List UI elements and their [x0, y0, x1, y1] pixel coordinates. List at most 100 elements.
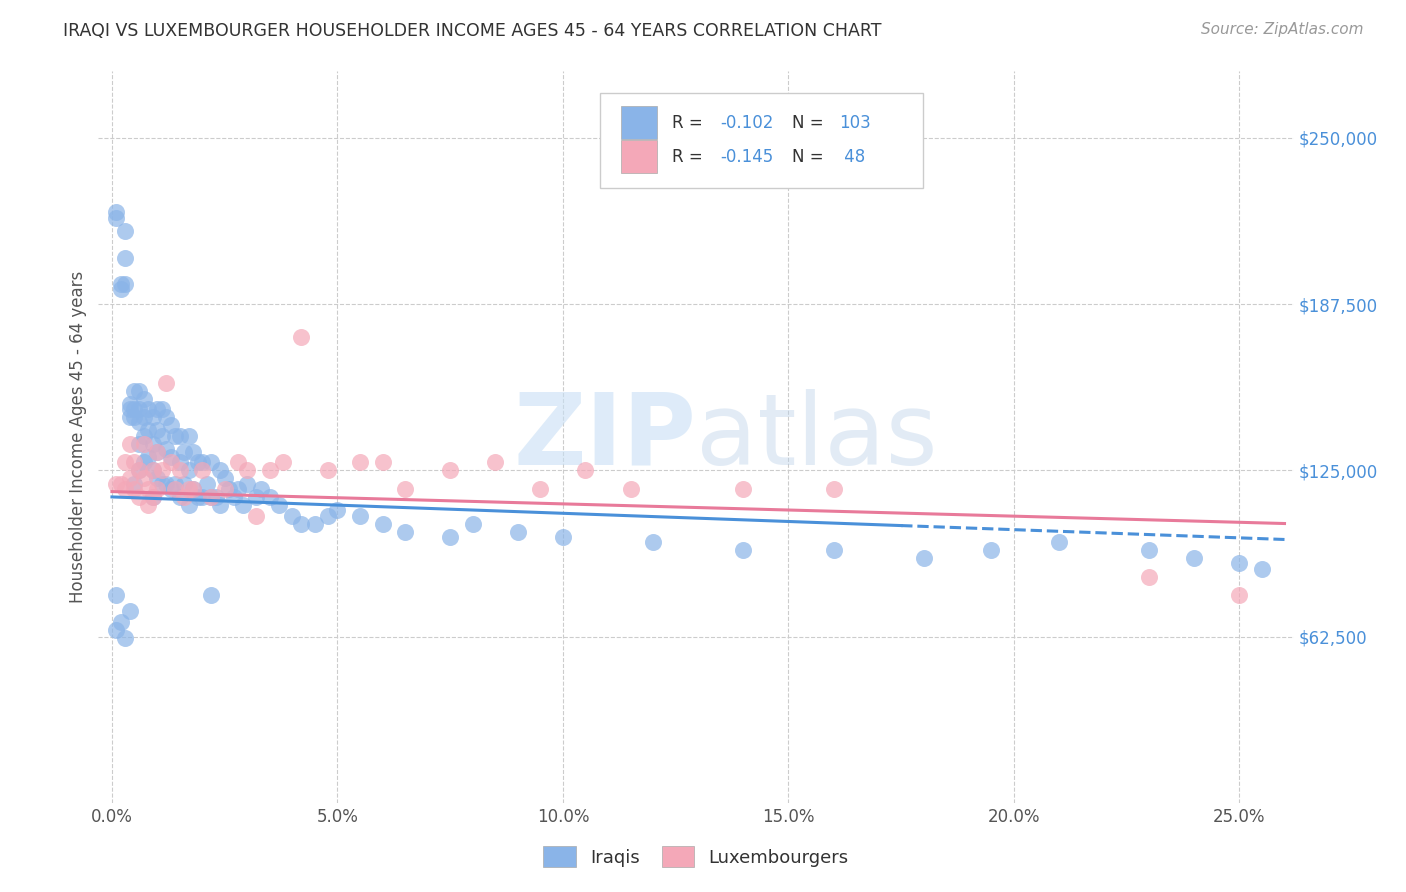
- Point: [551, 530, 574, 544]
- Point: [439, 463, 461, 477]
- Point: [132, 429, 155, 443]
- Point: [181, 444, 204, 458]
- Point: [484, 455, 506, 469]
- Point: [128, 436, 150, 450]
- Point: [181, 482, 204, 496]
- Point: [529, 482, 551, 496]
- Point: [114, 251, 136, 265]
- Point: [118, 402, 141, 417]
- Point: [191, 463, 214, 477]
- Point: [128, 416, 150, 430]
- Point: [132, 410, 155, 425]
- Point: [226, 482, 249, 496]
- Point: [132, 471, 155, 485]
- Point: [105, 588, 128, 602]
- Point: [110, 277, 132, 292]
- Point: [273, 455, 295, 469]
- Point: [150, 476, 173, 491]
- Text: -0.102: -0.102: [720, 113, 773, 131]
- Point: [105, 205, 128, 219]
- Point: [200, 588, 222, 602]
- Point: [187, 455, 209, 469]
- Point: [124, 402, 146, 417]
- Point: [141, 410, 163, 425]
- Point: [191, 490, 214, 504]
- Point: [146, 482, 169, 496]
- Text: N =: N =: [792, 113, 828, 131]
- Point: [187, 490, 209, 504]
- Point: [169, 455, 191, 469]
- Point: [574, 463, 596, 477]
- Point: [155, 442, 177, 456]
- Point: [136, 482, 159, 496]
- Point: [371, 455, 394, 469]
- Point: [200, 490, 222, 504]
- Bar: [620, 106, 657, 139]
- Point: [218, 482, 240, 496]
- Bar: [620, 140, 657, 173]
- Point: [136, 424, 159, 438]
- Point: [226, 455, 249, 469]
- Point: [506, 524, 529, 539]
- Legend: Iraqis, Luxembourgers: Iraqis, Luxembourgers: [536, 839, 856, 874]
- Point: [118, 604, 141, 618]
- Point: [155, 410, 177, 425]
- Point: [173, 444, 195, 458]
- Text: 103: 103: [839, 113, 872, 131]
- Point: [236, 476, 259, 491]
- Point: [118, 436, 141, 450]
- Point: [394, 482, 416, 496]
- Point: [733, 543, 755, 558]
- Point: [128, 402, 150, 417]
- Point: [245, 508, 267, 523]
- Text: IRAQI VS LUXEMBOURGER HOUSEHOLDER INCOME AGES 45 - 64 YEARS CORRELATION CHART: IRAQI VS LUXEMBOURGER HOUSEHOLDER INCOME…: [63, 22, 882, 40]
- Point: [209, 463, 232, 477]
- Point: [177, 463, 200, 477]
- Point: [136, 498, 159, 512]
- Point: [155, 376, 177, 390]
- Point: [823, 482, 845, 496]
- Point: [912, 551, 935, 566]
- Point: [733, 482, 755, 496]
- Text: R =: R =: [672, 148, 709, 166]
- Point: [249, 482, 271, 496]
- Point: [124, 455, 146, 469]
- Point: [132, 455, 155, 469]
- Point: [349, 455, 371, 469]
- Point: [128, 463, 150, 477]
- Point: [128, 463, 150, 477]
- Point: [181, 482, 204, 496]
- Point: [177, 482, 200, 496]
- Point: [141, 463, 163, 477]
- Point: [200, 490, 222, 504]
- Point: [136, 402, 159, 417]
- Point: [304, 516, 326, 531]
- Point: [326, 503, 349, 517]
- Point: [200, 455, 222, 469]
- Point: [124, 476, 146, 491]
- Point: [173, 490, 195, 504]
- Point: [290, 330, 312, 344]
- Point: [371, 516, 394, 531]
- Point: [461, 516, 484, 531]
- Point: [141, 490, 163, 504]
- Point: [290, 516, 312, 531]
- Point: [146, 471, 169, 485]
- Point: [232, 498, 254, 512]
- Point: [105, 211, 128, 225]
- Point: [169, 429, 191, 443]
- Point: [118, 471, 141, 485]
- Point: [318, 463, 340, 477]
- Point: [110, 615, 132, 629]
- Point: [155, 476, 177, 491]
- Point: [222, 490, 245, 504]
- Point: [146, 444, 169, 458]
- Point: [169, 463, 191, 477]
- Point: [114, 482, 136, 496]
- Point: [146, 444, 169, 458]
- Point: [204, 490, 226, 504]
- Point: [267, 498, 290, 512]
- Point: [110, 476, 132, 491]
- FancyBboxPatch shape: [600, 94, 922, 188]
- Point: [146, 424, 169, 438]
